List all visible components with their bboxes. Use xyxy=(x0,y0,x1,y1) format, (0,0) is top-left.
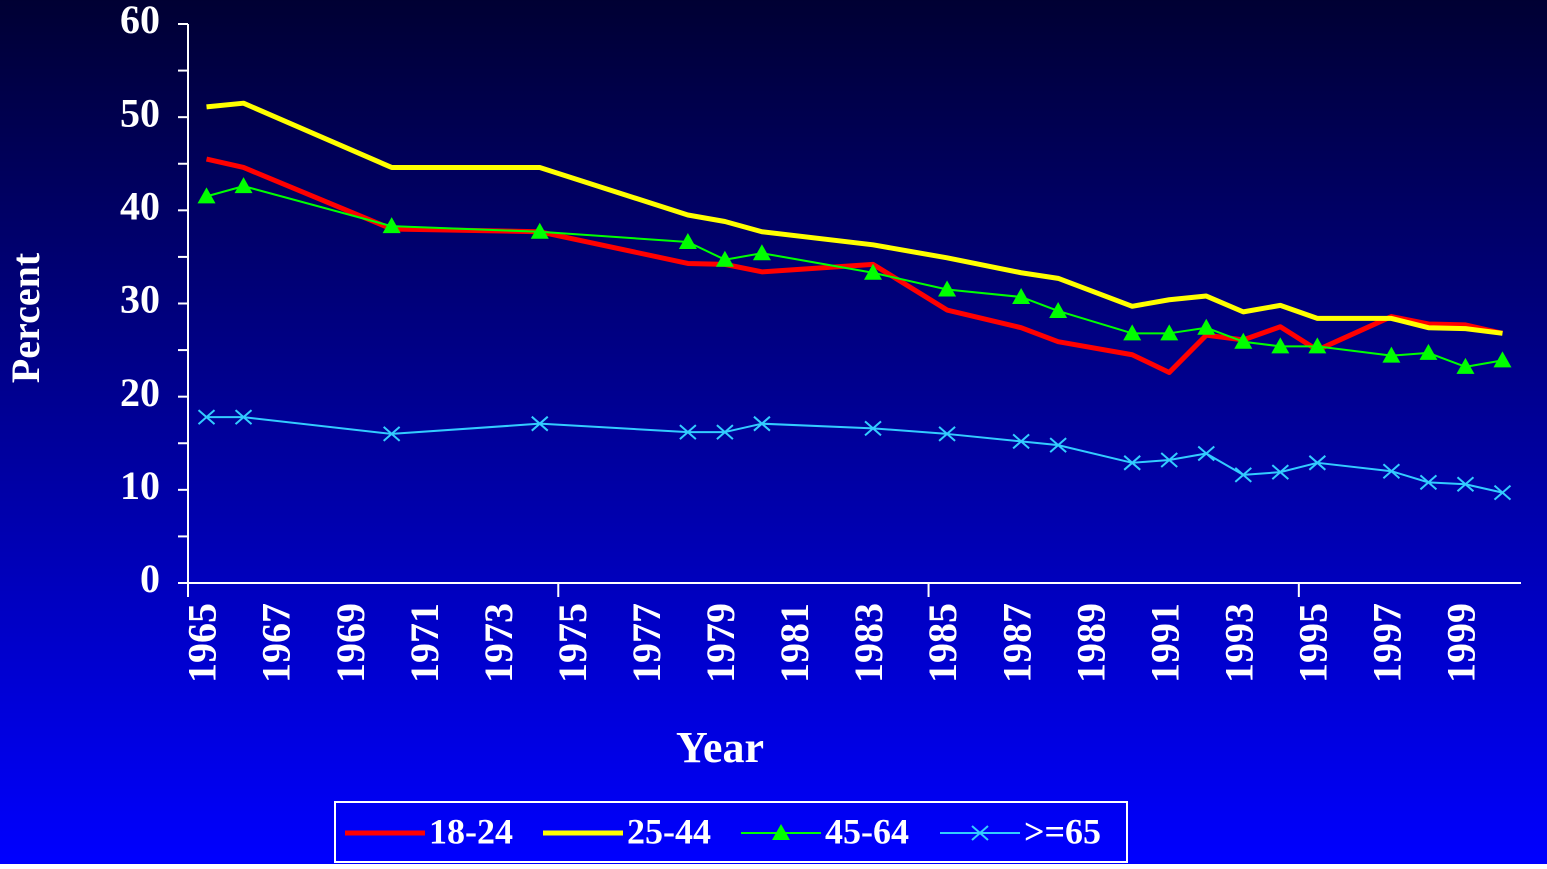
marker xyxy=(197,187,216,204)
marker xyxy=(1160,452,1178,468)
x-tick-label: 1987 xyxy=(994,603,1039,683)
marker xyxy=(1197,318,1216,335)
series-line xyxy=(205,156,1504,375)
x-axis-title: Year xyxy=(676,723,764,772)
marker xyxy=(1308,455,1327,471)
y-tick-label: 30 xyxy=(120,277,160,322)
marker xyxy=(1160,324,1179,341)
x-tick-label: 1999 xyxy=(1439,603,1484,683)
x-tick-label: 1993 xyxy=(1216,603,1261,683)
marker xyxy=(1012,433,1030,450)
y-tick-label: 0 xyxy=(140,556,160,601)
marker xyxy=(531,415,549,432)
x-tick-label: 1977 xyxy=(624,603,669,683)
x-tick-label: 1985 xyxy=(920,603,965,683)
marker xyxy=(234,177,253,194)
marker xyxy=(864,263,883,280)
marker xyxy=(1419,343,1438,360)
y-axis-title: Percent xyxy=(3,252,48,383)
marker xyxy=(382,426,401,442)
x-tick-label: 1973 xyxy=(476,603,521,683)
legend-label: >=65 xyxy=(1024,811,1101,851)
legend-marker xyxy=(971,825,989,841)
legend-label: 45-64 xyxy=(825,811,909,851)
marker xyxy=(234,409,253,425)
x-tick-label: 1971 xyxy=(402,603,447,683)
marker xyxy=(1234,332,1253,349)
marker xyxy=(1012,287,1031,304)
x-tick-label: 1991 xyxy=(1142,603,1187,683)
x-tick-label: 1995 xyxy=(1291,603,1336,683)
marker xyxy=(1197,445,1215,462)
marker xyxy=(679,424,697,440)
marker xyxy=(530,222,549,239)
marker xyxy=(752,244,771,261)
marker xyxy=(1123,455,1141,471)
x-tick-label: 1975 xyxy=(550,603,595,683)
marker xyxy=(938,280,957,297)
y-tick-label: 20 xyxy=(120,370,160,415)
x-tick-label: 1983 xyxy=(846,603,891,683)
legend-label: 25-44 xyxy=(627,811,711,851)
marker xyxy=(1382,346,1401,363)
marker xyxy=(1123,324,1142,341)
marker xyxy=(938,426,956,442)
legend-marker xyxy=(772,824,790,840)
marker xyxy=(1308,337,1327,354)
x-tick-label: 1969 xyxy=(328,603,373,683)
marker xyxy=(1419,474,1438,491)
marker xyxy=(1049,437,1067,453)
y-tick-label: 10 xyxy=(120,463,160,508)
x-tick-label: 1965 xyxy=(180,603,225,683)
y-tick-label: 50 xyxy=(120,90,160,135)
marker xyxy=(1271,337,1290,354)
x-tick-label: 1979 xyxy=(698,603,743,683)
marker xyxy=(1382,463,1401,479)
marker xyxy=(1234,467,1252,483)
marker xyxy=(197,409,216,425)
marker xyxy=(1456,357,1475,374)
marker xyxy=(382,217,401,234)
marker xyxy=(1271,464,1289,480)
y-tick-label: 60 xyxy=(120,0,160,42)
marker xyxy=(716,424,734,440)
marker xyxy=(753,415,771,432)
marker xyxy=(864,420,882,437)
marker xyxy=(1049,301,1068,318)
y-tick-label: 40 xyxy=(120,184,160,229)
x-tick-label: 1989 xyxy=(1068,603,1113,683)
legend-label: 18-24 xyxy=(429,811,513,851)
marker xyxy=(1456,476,1475,492)
marker xyxy=(715,250,734,267)
marker xyxy=(1493,484,1512,501)
legend-box xyxy=(334,801,1128,863)
x-tick-label: 1997 xyxy=(1365,603,1410,683)
x-tick-label: 1967 xyxy=(254,603,299,683)
marker xyxy=(678,233,697,250)
marker xyxy=(1493,351,1512,368)
series-line xyxy=(206,100,1503,336)
x-tick-label: 1981 xyxy=(772,603,817,683)
